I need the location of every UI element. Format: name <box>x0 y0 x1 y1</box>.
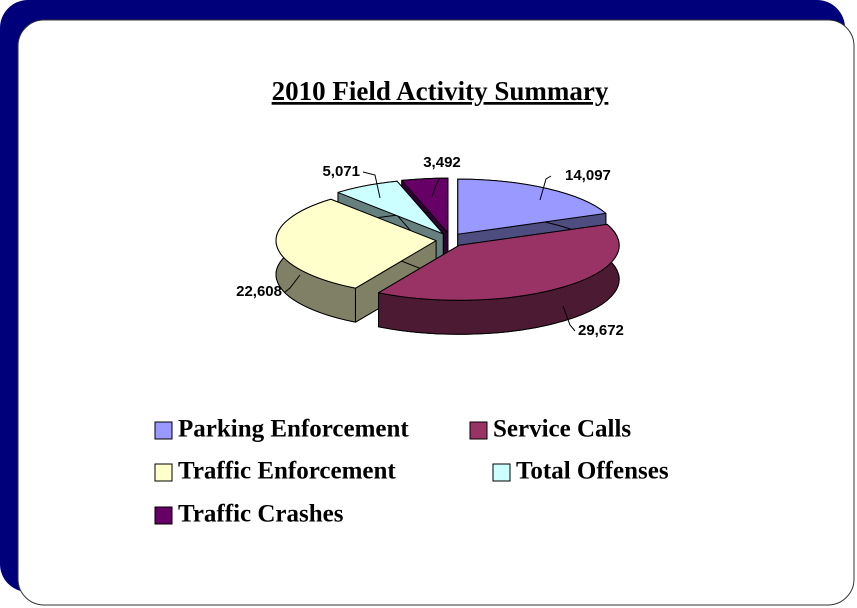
leader-line <box>562 305 576 332</box>
leader-line <box>284 274 301 293</box>
slice <box>275 198 437 289</box>
data-label: 3,492 <box>423 154 461 171</box>
legend-label: Parking Enforcement <box>178 416 409 443</box>
leader-line <box>539 175 552 201</box>
slice <box>337 180 444 235</box>
legend-label: Traffic Crashes <box>178 501 344 528</box>
legend-swatch <box>154 463 173 482</box>
data-label: 22,608 <box>236 283 282 300</box>
legend-swatch <box>154 506 173 525</box>
legend-swatch <box>154 421 173 440</box>
chart-title: 2010 Field Activity Summary <box>272 76 609 106</box>
leader-line <box>431 177 441 198</box>
slice <box>378 223 620 301</box>
data-label: 14,097 <box>565 167 611 184</box>
legend-swatch <box>469 421 488 440</box>
legend-swatch <box>492 463 511 482</box>
slice <box>401 177 449 234</box>
legend-label: Service Calls <box>493 416 631 443</box>
leader-line <box>362 171 381 199</box>
data-label: 5,071 <box>322 163 360 180</box>
legend-label: Traffic Enforcement <box>178 458 396 485</box>
legend-label: Total Offenses <box>516 458 669 485</box>
slice <box>457 178 607 235</box>
data-label: 29,672 <box>578 322 624 339</box>
